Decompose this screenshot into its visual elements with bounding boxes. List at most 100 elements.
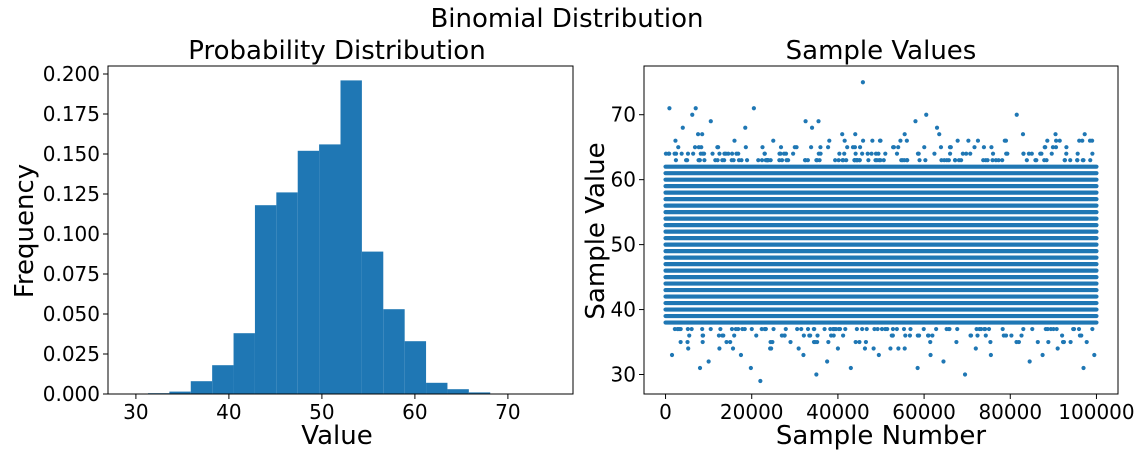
scatter-point <box>817 158 822 163</box>
scatter-point <box>928 352 933 358</box>
scatter-point <box>955 326 960 332</box>
scatter-point <box>812 326 817 332</box>
scatter-point <box>1076 326 1082 332</box>
histogram-bar <box>383 309 405 394</box>
y-tick-label: 0.100 <box>43 222 100 246</box>
y-tick-label: 40 <box>611 298 636 322</box>
scatter-point <box>708 119 713 124</box>
scatter-point <box>690 112 695 117</box>
scatter-x-label: Sample Number <box>776 421 987 451</box>
scatter-point <box>863 339 869 345</box>
y-tick-label: 50 <box>611 233 636 257</box>
x-tick-label: 40000 <box>806 400 870 424</box>
scatter-point <box>896 145 901 150</box>
scatter-point <box>937 132 942 137</box>
scatter-point <box>1040 352 1045 358</box>
scatter-point <box>1020 132 1026 137</box>
scatter-point <box>693 106 698 111</box>
scatter-point <box>779 158 785 163</box>
scatter-point <box>853 132 858 137</box>
y-tick-label: 70 <box>611 103 636 127</box>
scatter-point <box>831 326 836 332</box>
scatter-point <box>860 80 866 85</box>
scatter-title: Sample Values <box>786 36 977 66</box>
scatter-point <box>825 145 831 150</box>
scatter-point <box>699 145 704 150</box>
scatter-point <box>734 151 739 156</box>
scatter-point <box>826 339 831 345</box>
scatter-point <box>983 333 988 338</box>
scatter-point <box>771 326 776 332</box>
scatter-point <box>928 339 933 345</box>
scatter-point <box>1092 352 1097 358</box>
scatter-point <box>1051 326 1056 332</box>
scatter-point <box>1087 138 1093 143</box>
scatter-point <box>835 346 841 351</box>
y-tick-label: 0.200 <box>43 62 100 86</box>
scatter-point <box>1035 339 1040 345</box>
scatter-point <box>1090 151 1095 156</box>
scatter-point <box>769 346 774 351</box>
scatter-point <box>842 151 847 156</box>
scatter-y-label: Sample Value <box>581 142 611 319</box>
scatter-point <box>744 158 750 163</box>
histogram-bar <box>276 192 298 394</box>
scatter-point <box>829 333 834 338</box>
scatter-point <box>853 151 858 156</box>
scatter-point <box>988 339 993 345</box>
scatter-point <box>748 365 753 371</box>
scatter-point <box>700 151 705 156</box>
scatter-point <box>879 326 885 332</box>
scatter-point <box>946 326 951 332</box>
scatter-point <box>818 145 823 150</box>
histogram-y-ticks: 0.000 0.025 0.050 0.075 0.100 0.125 0.150 0.175… <box>43 62 108 406</box>
scatter-point <box>1038 151 1043 156</box>
scatter-point <box>718 326 723 332</box>
histogram-plot-frame <box>107 65 574 395</box>
scatter-point <box>1061 339 1067 345</box>
scatter-chart: Sample Values 0 20000 40000 60000 80000 10000… <box>581 36 1135 451</box>
scatter-point <box>814 372 819 377</box>
scatter-y-ticks: 30 40 50 60 70 <box>611 103 644 387</box>
scatter-point <box>960 151 965 156</box>
scatter-point <box>840 132 845 137</box>
scatter-point <box>700 132 705 137</box>
scatter-point <box>954 339 959 345</box>
scatter-point <box>740 326 745 332</box>
scatter-point <box>812 339 818 345</box>
scatter-point <box>972 145 977 150</box>
scatter-point <box>1053 145 1059 150</box>
scatter-point <box>743 125 748 130</box>
scatter-point <box>862 346 868 351</box>
scatter-x-ticks: 0 20000 40000 60000 80000 100000 <box>659 394 1135 424</box>
histogram-bar <box>254 205 277 394</box>
scatter-point <box>955 138 960 143</box>
scatter-point <box>728 339 733 345</box>
scatter-point <box>873 158 878 163</box>
scatter-point <box>986 326 992 332</box>
scatter-point <box>689 326 694 332</box>
scatter-point <box>729 158 734 163</box>
scatter-point <box>1004 151 1009 156</box>
scatter-point <box>850 145 856 150</box>
scatter-point <box>917 158 922 163</box>
scatter-point <box>891 145 897 150</box>
scatter-point <box>762 151 767 156</box>
scatter-point <box>706 359 711 364</box>
scatter-point <box>894 326 899 332</box>
scatter-point <box>913 119 918 124</box>
scatter-point <box>993 158 999 163</box>
scatter-point <box>860 326 865 332</box>
scatter-point <box>968 151 973 156</box>
scatter-point <box>853 339 858 345</box>
x-tick-label: 30 <box>123 400 148 424</box>
scatter-point <box>1088 158 1093 163</box>
scatter-point <box>883 151 888 156</box>
scatter-point <box>784 158 789 163</box>
scatter-point <box>941 359 946 364</box>
scatter-point <box>827 138 832 143</box>
scatter-point <box>680 125 685 130</box>
scatter-point <box>669 352 675 358</box>
scatter-point <box>866 158 871 163</box>
scatter-point <box>768 339 773 345</box>
